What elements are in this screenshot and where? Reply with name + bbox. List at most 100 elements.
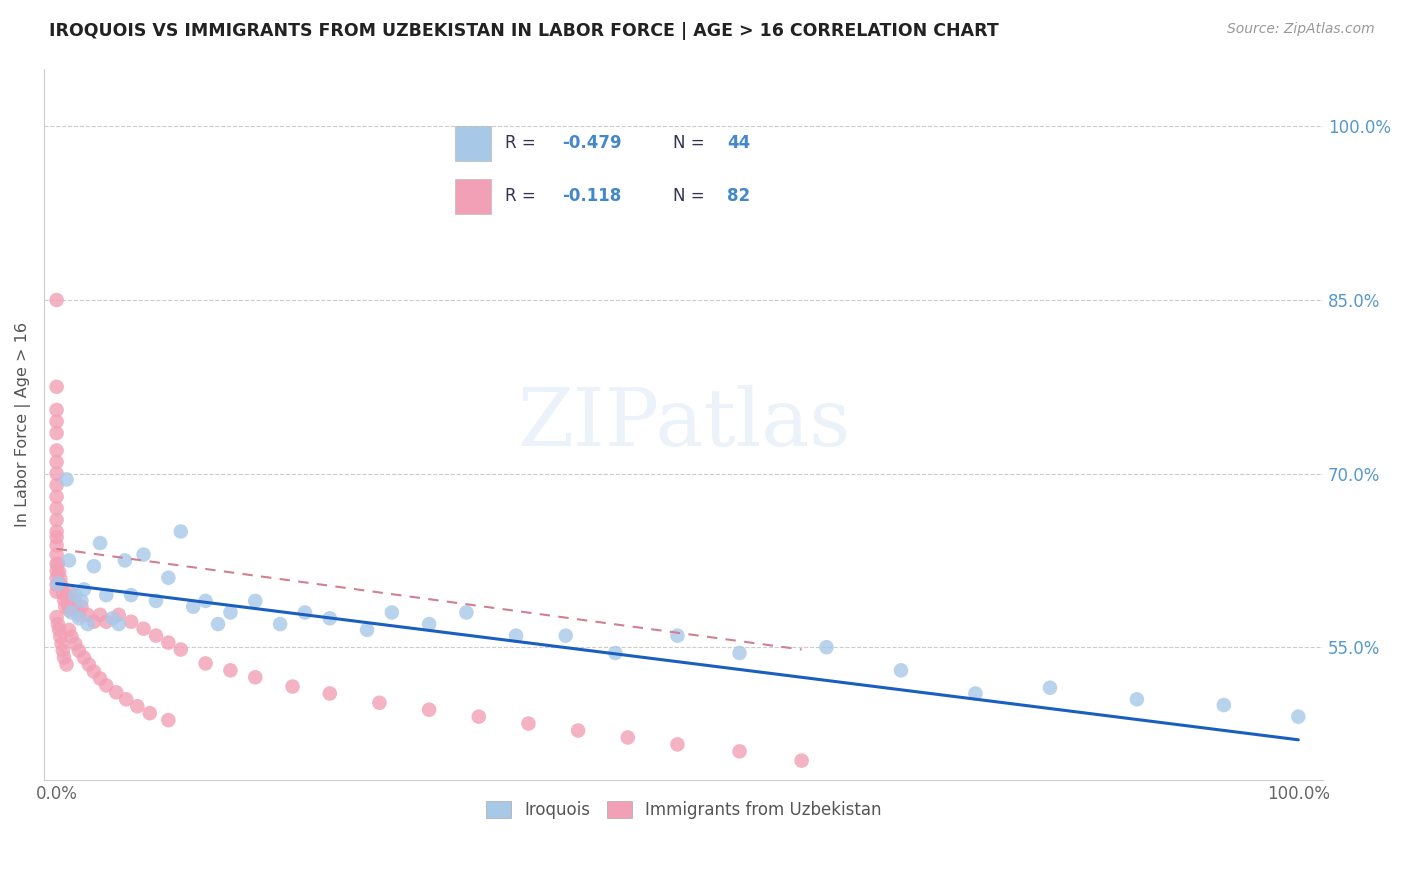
Point bbox=[1286, 709, 1309, 723]
Point bbox=[67, 611, 90, 625]
Point bbox=[505, 629, 527, 643]
Point bbox=[45, 577, 67, 591]
Point bbox=[65, 588, 87, 602]
Point bbox=[145, 594, 167, 608]
Point bbox=[138, 706, 160, 721]
Point bbox=[132, 622, 155, 636]
Point bbox=[73, 650, 96, 665]
Point bbox=[63, 594, 86, 608]
Point bbox=[107, 617, 129, 632]
Point bbox=[1126, 692, 1149, 706]
Point bbox=[70, 594, 93, 608]
Point bbox=[45, 293, 67, 307]
Point bbox=[83, 559, 105, 574]
Point bbox=[49, 630, 72, 644]
Point bbox=[46, 576, 69, 591]
Point bbox=[219, 664, 242, 678]
Point bbox=[96, 588, 118, 602]
Point bbox=[65, 637, 87, 651]
Point bbox=[567, 723, 589, 738]
Point bbox=[245, 670, 267, 684]
Point bbox=[605, 646, 627, 660]
Point bbox=[76, 607, 98, 622]
Point bbox=[56, 596, 79, 610]
Point bbox=[45, 403, 67, 417]
Point bbox=[219, 606, 242, 620]
Text: Source: ZipAtlas.com: Source: ZipAtlas.com bbox=[1227, 22, 1375, 37]
Point bbox=[83, 665, 105, 679]
Point bbox=[67, 607, 90, 622]
Point bbox=[294, 606, 316, 620]
Point bbox=[194, 657, 217, 671]
Point bbox=[46, 557, 69, 571]
Point bbox=[58, 603, 80, 617]
Point bbox=[790, 754, 813, 768]
Point bbox=[170, 524, 193, 539]
Point bbox=[418, 617, 440, 632]
Legend: Iroquois, Immigrants from Uzbekistan: Iroquois, Immigrants from Uzbekistan bbox=[479, 794, 889, 825]
Point bbox=[45, 501, 67, 516]
Point bbox=[45, 455, 67, 469]
Point bbox=[965, 686, 987, 700]
Point bbox=[53, 592, 76, 607]
Point bbox=[145, 629, 167, 643]
Point bbox=[890, 664, 912, 678]
Point bbox=[89, 536, 111, 550]
Point bbox=[58, 553, 80, 567]
Point bbox=[96, 615, 118, 629]
Point bbox=[319, 611, 342, 625]
Point bbox=[381, 606, 404, 620]
Point bbox=[207, 617, 229, 632]
Point bbox=[368, 696, 391, 710]
Point bbox=[45, 380, 67, 394]
Point bbox=[105, 685, 128, 699]
Point bbox=[77, 657, 100, 672]
Point bbox=[194, 594, 217, 608]
Point bbox=[1039, 681, 1062, 695]
Point bbox=[45, 538, 67, 552]
Y-axis label: In Labor Force | Age > 16: In Labor Force | Age > 16 bbox=[15, 322, 31, 527]
Point bbox=[127, 699, 149, 714]
Point bbox=[45, 478, 67, 492]
Point bbox=[1212, 698, 1234, 712]
Point bbox=[76, 617, 98, 632]
Point bbox=[45, 610, 67, 624]
Point bbox=[245, 594, 267, 608]
Point bbox=[157, 635, 180, 649]
Point bbox=[45, 571, 67, 585]
Point bbox=[52, 643, 75, 657]
Point bbox=[468, 709, 491, 723]
Point bbox=[49, 572, 72, 586]
Point bbox=[45, 415, 67, 429]
Point bbox=[728, 744, 751, 758]
Point bbox=[51, 579, 73, 593]
Point bbox=[120, 588, 142, 602]
Point bbox=[73, 582, 96, 597]
Point bbox=[666, 738, 689, 752]
Point bbox=[517, 716, 540, 731]
Point bbox=[107, 607, 129, 622]
Point bbox=[45, 467, 67, 481]
Point bbox=[45, 548, 67, 562]
Point bbox=[48, 565, 70, 579]
Point bbox=[67, 643, 90, 657]
Point bbox=[60, 606, 83, 620]
Point bbox=[728, 646, 751, 660]
Point bbox=[55, 657, 77, 672]
Point bbox=[815, 640, 838, 655]
Point bbox=[269, 617, 291, 632]
Point bbox=[46, 617, 69, 632]
Point bbox=[55, 589, 77, 603]
Point bbox=[132, 548, 155, 562]
Point bbox=[60, 630, 83, 644]
Point bbox=[70, 599, 93, 614]
Point bbox=[45, 584, 67, 599]
Point bbox=[89, 607, 111, 622]
Point bbox=[617, 731, 640, 745]
Point bbox=[96, 678, 118, 692]
Point bbox=[51, 637, 73, 651]
Point bbox=[58, 623, 80, 637]
Point bbox=[53, 599, 76, 614]
Text: IROQUOIS VS IMMIGRANTS FROM UZBEKISTAN IN LABOR FORCE | AGE > 16 CORRELATION CHA: IROQUOIS VS IMMIGRANTS FROM UZBEKISTAN I… bbox=[49, 22, 998, 40]
Point bbox=[53, 650, 76, 665]
